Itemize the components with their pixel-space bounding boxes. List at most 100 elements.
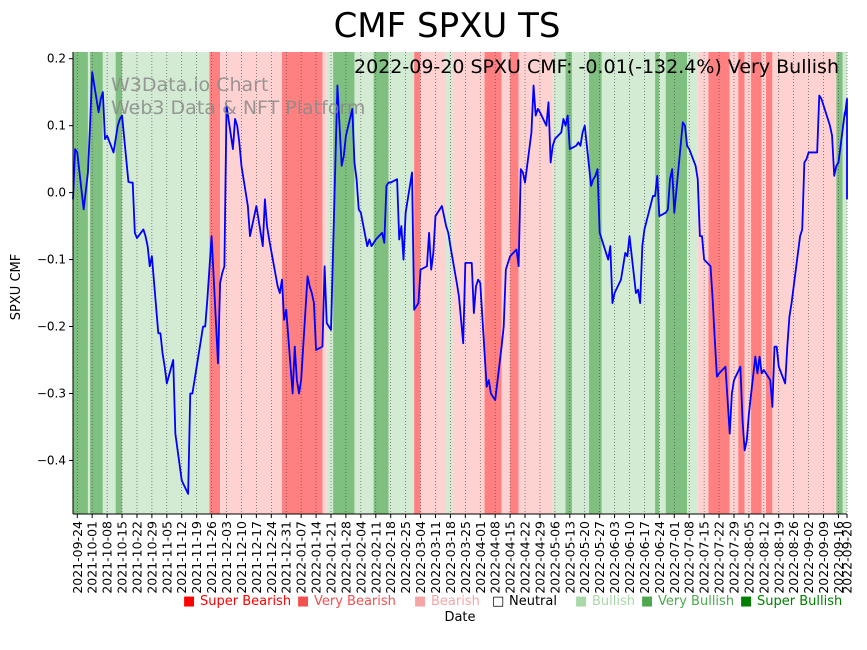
line-layer — [72, 71, 848, 495]
legend-item: ■ Very Bearish — [297, 594, 396, 609]
x-tick-label: 2022-07-08 — [682, 521, 697, 594]
x-tick-label: 2022-05-06 — [547, 521, 562, 594]
x-tick-label: 2022-03-11 — [428, 521, 443, 594]
x-tick-label: 2022-08-26 — [786, 521, 801, 594]
x-tick-label: 2022-01-21 — [324, 521, 339, 594]
signal-band — [665, 52, 688, 514]
y-tick-label: −0.1 — [37, 253, 66, 267]
signal-band — [836, 52, 843, 514]
x-tick-label: 2022-06-03 — [607, 521, 622, 594]
x-tick-label: 2022-02-04 — [353, 521, 368, 594]
signal-band — [842, 52, 847, 514]
signal-band — [90, 52, 103, 514]
signal-band — [388, 52, 415, 514]
signal-band — [87, 52, 91, 514]
x-tick-label: 2021-11-12 — [174, 521, 189, 594]
signal-bands — [73, 52, 847, 514]
x-tick-label: 2022-08-12 — [756, 521, 771, 594]
x-tick-label: 2021-10-15 — [115, 521, 130, 594]
legend-label: Bullish — [592, 594, 635, 609]
legend-item: ■ Bullish — [575, 594, 635, 609]
x-tick-label: 2022-04-01 — [473, 521, 488, 594]
x-tick-label: 2022-09-20 — [840, 521, 855, 594]
x-tick-label: 2021-10-29 — [144, 521, 159, 594]
signal-band — [115, 52, 123, 514]
legend-label: Neutral — [509, 594, 557, 609]
signal-band — [565, 52, 572, 514]
signal-band — [738, 52, 745, 514]
y-axis-label: SPXU CMF — [9, 254, 24, 320]
legend-label: Very Bullish — [658, 594, 734, 609]
legend-label: Super Bearish — [200, 594, 291, 609]
y-tick-label: −0.3 — [37, 386, 66, 400]
legend-label: Super Bullish — [757, 594, 842, 609]
x-tick-label: 2021-12-24 — [264, 521, 279, 594]
legend-marker: ■ — [575, 594, 587, 609]
x-tick-label: 2022-04-08 — [488, 521, 503, 594]
x-tick-label: 2021-12-10 — [234, 521, 249, 594]
legend-item: ■ Bearish — [414, 594, 480, 609]
signal-band — [326, 52, 334, 514]
legend-marker: ■ — [740, 594, 752, 609]
signal-band — [659, 52, 666, 514]
x-tick-label: 2022-06-10 — [622, 521, 637, 594]
legend-item: ■ Super Bullish — [740, 594, 842, 609]
signal-band — [446, 52, 453, 514]
y-tick-label: 0.0 — [47, 186, 66, 200]
x-tick-label: 2022-04-29 — [532, 521, 547, 594]
legend-marker: ■ — [297, 594, 309, 609]
signal-band — [354, 52, 374, 514]
legend: ■ Super Bearish ■ Very Bearish ■ Bearish □ Neut… — [183, 594, 842, 609]
series-line — [72, 71, 848, 495]
legend-item: ■ Super Bearish — [183, 594, 291, 609]
signal-band — [420, 52, 447, 514]
y-tick-label: −0.2 — [37, 320, 66, 334]
y-tick-label: 0.2 — [47, 52, 66, 66]
signal-band — [73, 52, 88, 514]
x-tick-label: 2022-07-22 — [712, 521, 727, 594]
legend-marker: □ — [492, 594, 504, 609]
signal-band — [571, 52, 589, 514]
x-tick-label: 2022-05-13 — [562, 521, 577, 594]
x-tick-label: 2022-04-15 — [503, 521, 518, 594]
signal-band — [510, 52, 519, 514]
x-tick-label: 2021-10-01 — [85, 521, 100, 594]
x-tick-label: 2022-07-29 — [726, 521, 741, 594]
signal-band — [484, 52, 502, 514]
x-tick-label: 2021-12-03 — [219, 521, 234, 594]
x-axis-label: Date — [444, 610, 475, 625]
x-tick-label: 2021-11-26 — [204, 521, 219, 594]
signal-band — [687, 52, 698, 514]
signal-band — [452, 52, 485, 514]
x-tick-label: 2021-11-19 — [189, 521, 204, 594]
chart-texts: CMF SPXU TS 2022-09-20 SPXU CMF: -0.01(-… — [9, 6, 839, 625]
signal-band — [601, 52, 656, 514]
x-tick-label: 2022-06-17 — [637, 521, 652, 594]
x-tick-label: 2021-10-22 — [129, 521, 144, 594]
signal-band — [122, 52, 129, 514]
x-tick-label: 2021-12-31 — [279, 521, 294, 594]
signal-band — [373, 52, 389, 514]
y-tick-label: −0.4 — [37, 453, 66, 467]
signal-band — [765, 52, 773, 514]
legend-item: ■ Very Bullish — [641, 594, 734, 609]
signal-band — [518, 52, 553, 514]
x-tick-label: 2022-02-25 — [398, 521, 413, 594]
x-tick-label: 2022-03-25 — [458, 521, 473, 594]
x-tick-label: 2021-12-17 — [249, 521, 264, 594]
legend-item: □ Neutral — [492, 594, 557, 609]
legend-label: Bearish — [431, 594, 480, 609]
signal-band — [281, 52, 323, 514]
x-tick-label: 2022-09-02 — [801, 521, 816, 594]
x-tick-label: 2022-03-18 — [443, 521, 458, 594]
x-tick-label: 2022-01-14 — [309, 521, 324, 594]
legend-marker: ■ — [183, 594, 195, 609]
x-tick-label: 2022-01-28 — [338, 521, 353, 594]
annotation-text: 2022-09-20 SPXU CMF: -0.01(-132.4%) Very… — [354, 56, 839, 78]
watermark-line-1: W3Data.io Chart — [111, 74, 268, 96]
signal-band — [655, 52, 660, 514]
x-tick-label: 2022-05-20 — [577, 521, 592, 594]
legend-marker: ■ — [641, 594, 653, 609]
